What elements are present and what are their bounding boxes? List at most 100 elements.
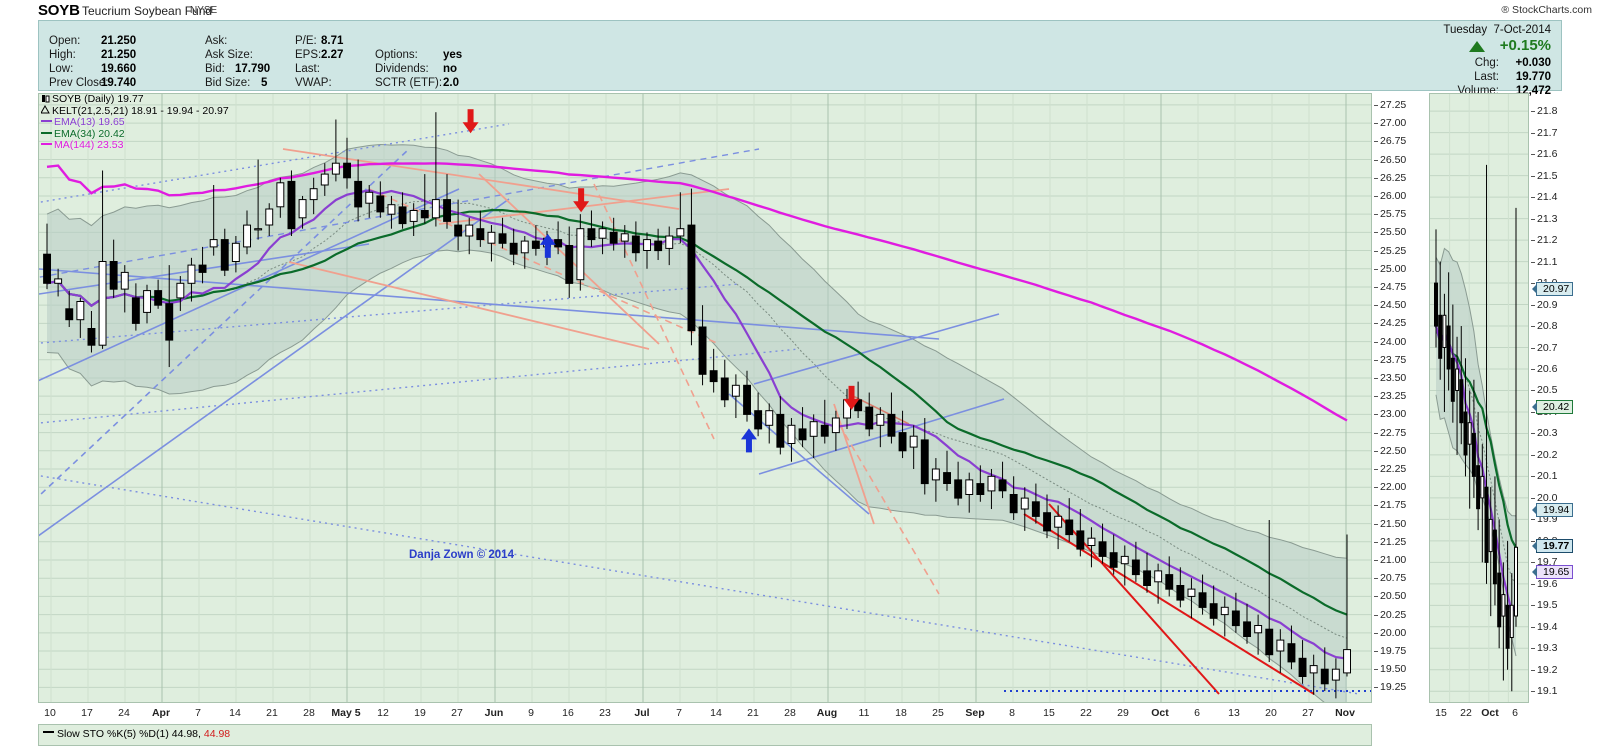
- mini-y-tick-mark: [1531, 197, 1535, 199]
- x-tick-label: Jul: [634, 707, 650, 719]
- quote-label-high: High:: [49, 49, 76, 61]
- quote-value-bid: 17.790: [235, 63, 271, 75]
- x-tick-label: Sep: [965, 707, 985, 719]
- quote-datestamp: 7-Oct-2014: [1493, 24, 1551, 36]
- x-tick-label: 11: [858, 707, 870, 719]
- y-tick-label: 21.50: [1380, 517, 1407, 530]
- arrow-down-red-icon: [462, 109, 479, 134]
- quote-label-last-right: Last:: [1474, 71, 1499, 83]
- quote-percent-change: +0.15%: [1499, 37, 1551, 54]
- y-tick-label: 24.75: [1380, 280, 1407, 293]
- mini-y-tick-mark: [1531, 497, 1535, 499]
- candlestick: [154, 290, 163, 306]
- keltner-icon: [41, 105, 50, 114]
- quote-value-chg: +0.030: [1515, 57, 1552, 69]
- mini-y-tick-label: 20.2: [1537, 448, 1558, 461]
- legend-row-ema34: EMA(34) 20.42: [41, 128, 229, 141]
- candlestick: [1187, 588, 1196, 597]
- candlestick: [420, 210, 429, 219]
- candlestick: [231, 242, 240, 263]
- candlestick: [687, 224, 696, 332]
- y-tick-label: 26.25: [1380, 171, 1407, 184]
- mini-y-tick-label: 19.3: [1537, 642, 1558, 655]
- y-tick-mark: [1374, 123, 1378, 125]
- mini-y-tick-mark: [1531, 519, 1535, 521]
- y-tick-mark: [1374, 687, 1378, 689]
- candlestick: [820, 424, 829, 437]
- trendline-15: [593, 183, 715, 440]
- mini-x-tick-label: Oct: [1481, 707, 1499, 719]
- x-tick-label: Nov: [1335, 707, 1355, 719]
- y-tick-mark: [1374, 250, 1378, 252]
- candlestick: [1501, 594, 1506, 617]
- quote-label-sctr: SCTR (ETF):: [375, 77, 443, 89]
- candlestick: [143, 290, 151, 313]
- y-tick-label: 22.00: [1380, 481, 1407, 494]
- mini-y-tick-mark: [1531, 669, 1535, 671]
- legend-text-ma144: MA(144) 23.53: [54, 139, 124, 151]
- x-tick-label: 20: [1265, 707, 1277, 719]
- candlestick: [1165, 574, 1174, 590]
- sto-legend-value: 44.98: [203, 728, 231, 740]
- mini-y-tick-mark: [1531, 691, 1535, 693]
- y-tick-mark: [1374, 450, 1378, 452]
- x-tick-label: 9: [528, 707, 534, 719]
- y-tick-label: 20.75: [1380, 572, 1407, 585]
- mini-y-tick-label: 20.3: [1537, 427, 1558, 440]
- x-tick-label: 29: [1117, 707, 1129, 719]
- main-price-chart[interactable]: SOYB (Daily) 19.77 KELT(21,2.5,21) 18.91…: [38, 93, 1372, 703]
- stockcharts-source-label: ® StockCharts.com: [1501, 4, 1592, 16]
- x-tick-label: 15: [1043, 707, 1055, 719]
- mini-y-tick-label: 20.0: [1537, 491, 1558, 504]
- candlestick: [443, 199, 452, 222]
- mini-price-chart[interactable]: [1429, 93, 1529, 703]
- candlestick: [265, 208, 274, 226]
- trendline-13: [288, 261, 650, 350]
- triangle-up-icon: [1469, 41, 1485, 52]
- mini-y-tick-mark: [1531, 218, 1535, 220]
- x-tick-label: 17: [81, 707, 93, 719]
- candlestick: [798, 428, 807, 441]
- candlestick: [1505, 604, 1510, 649]
- mini-y-tick-mark: [1531, 154, 1535, 156]
- y-tick-mark: [1374, 177, 1378, 179]
- quote-value-high: 21.250: [101, 49, 137, 61]
- main-chart-x-axis: 10 17 24 Apr 7 14 21 28 May 5 12 19 27 Jun 9 16 23 Jul 7 1…: [38, 704, 1372, 724]
- candlestick: [943, 472, 951, 485]
- y-tick-label: 20.50: [1380, 590, 1407, 603]
- candlestick: [1471, 432, 1476, 477]
- trendline-19: [833, 403, 875, 525]
- y-tick-label: 20.25: [1380, 608, 1407, 621]
- mini-y-tick-mark: [1531, 368, 1535, 370]
- quote-label-last: Last:: [295, 63, 320, 75]
- quote-value-low: 19.660: [101, 63, 137, 75]
- mini-y-tick-label: 20.9: [1537, 298, 1558, 311]
- candlestick: [209, 239, 218, 248]
- y-tick-label: 25.75: [1380, 208, 1407, 221]
- mini-y-tick-mark: [1531, 347, 1535, 349]
- candlestick-icon: [41, 94, 50, 103]
- mini-y-tick-mark: [1531, 583, 1535, 585]
- slow-stochastic-panel[interactable]: Slow STO %K(5) %D(1) 44.98, 44.98: [38, 724, 1372, 746]
- quote-chg-row: Chg: +0.030: [39, 57, 1561, 70]
- candlestick: [298, 199, 307, 219]
- y-tick-mark: [1374, 286, 1378, 288]
- candlestick: [654, 240, 663, 252]
- ma144-line: [46, 162, 1348, 422]
- candlestick: [1176, 585, 1185, 601]
- x-tick-label: 28: [303, 707, 315, 719]
- y-tick-mark: [1374, 104, 1378, 106]
- line-swatch-icon-sto: [43, 731, 54, 734]
- x-tick-label: 27: [451, 707, 463, 719]
- quote-weekday: Tuesday: [1443, 24, 1488, 36]
- candlestick: [865, 406, 874, 430]
- y-tick-mark: [1374, 159, 1378, 161]
- candlestick: [731, 384, 740, 397]
- candlestick: [787, 424, 796, 444]
- candlestick: [1120, 555, 1129, 565]
- quote-label-bid: Bid:: [205, 63, 225, 75]
- candlestick: [1020, 497, 1029, 510]
- x-tick-label: 8: [1009, 707, 1015, 719]
- candlestick: [1476, 465, 1481, 510]
- y-tick-label: 24.25: [1380, 317, 1407, 330]
